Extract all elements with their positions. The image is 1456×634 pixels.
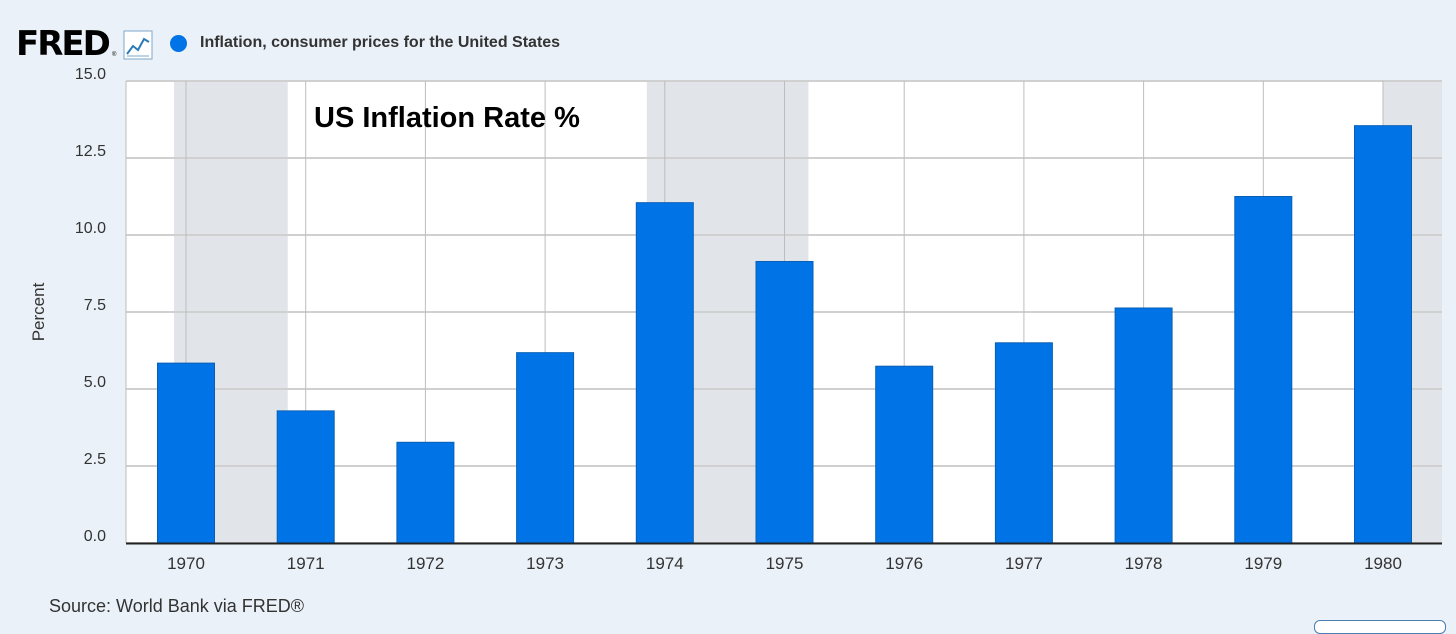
fred-logo[interactable]: FRED [16, 24, 111, 64]
source-note: Source: World Bank via FRED® [49, 596, 305, 616]
x-tick-label: 1979 [1244, 554, 1282, 573]
y-tick-label: 15.0 [75, 66, 106, 83]
bar-1974[interactable] [635, 202, 694, 544]
legend-marker [170, 35, 187, 52]
chart-header: FRED ® Inflation, consumer prices for th… [0, 18, 1456, 70]
y-tick-label: 0.0 [84, 528, 106, 545]
x-tick-label: 1980 [1364, 554, 1402, 573]
bar-1979[interactable] [1234, 196, 1293, 544]
y-axis-label: Percent [29, 282, 48, 341]
x-tick-label: 1977 [1005, 554, 1043, 573]
x-tick-label: 1974 [646, 554, 684, 573]
bar-1972[interactable] [396, 441, 455, 544]
x-tick-label: 1971 [287, 554, 325, 573]
bar-1970[interactable] [157, 362, 215, 544]
x-tick-label: 1976 [885, 554, 923, 573]
bar-1973[interactable] [516, 352, 575, 544]
fred-logo-registered-mark: ® [112, 52, 117, 58]
bars [157, 125, 1412, 544]
bar-chart: 0.02.55.07.510.012.515.0 1970 1971 1972 197… [29, 66, 1442, 573]
y-tick-label: 5.0 [84, 374, 106, 391]
y-tick-label: 7.5 [84, 297, 106, 314]
bottom-control[interactable] [1314, 620, 1446, 634]
bar-1976[interactable] [875, 365, 934, 544]
line-graph-icon[interactable] [123, 30, 153, 60]
legend-label[interactable]: Inflation, consumer prices for the Unite… [200, 34, 561, 51]
chart-title: US Inflation Rate % [314, 102, 580, 134]
bar-1980[interactable] [1354, 125, 1412, 544]
bar-1978[interactable] [1114, 307, 1173, 544]
y-tick-label: 2.5 [84, 451, 106, 468]
x-tick-label: 1972 [406, 554, 444, 573]
x-tick-label: 1973 [526, 554, 564, 573]
y-tick-labels: 0.0 2.5 5.0 7.5 10.0 12.5 15.0 [75, 66, 106, 545]
y-tick-label: 10.0 [75, 220, 106, 237]
bar-1975[interactable] [755, 260, 814, 544]
x-tick-label: 1975 [766, 554, 804, 573]
bar-1977[interactable] [994, 342, 1053, 544]
bar-1971[interactable] [276, 410, 335, 544]
y-tick-label: 12.5 [75, 143, 106, 160]
x-tick-labels: 1970 1971 1972 1973 1974 1975 1976 1977 1978 1979… [167, 554, 1402, 573]
x-tick-label: 1978 [1125, 554, 1163, 573]
x-tick-label: 1970 [167, 554, 205, 573]
